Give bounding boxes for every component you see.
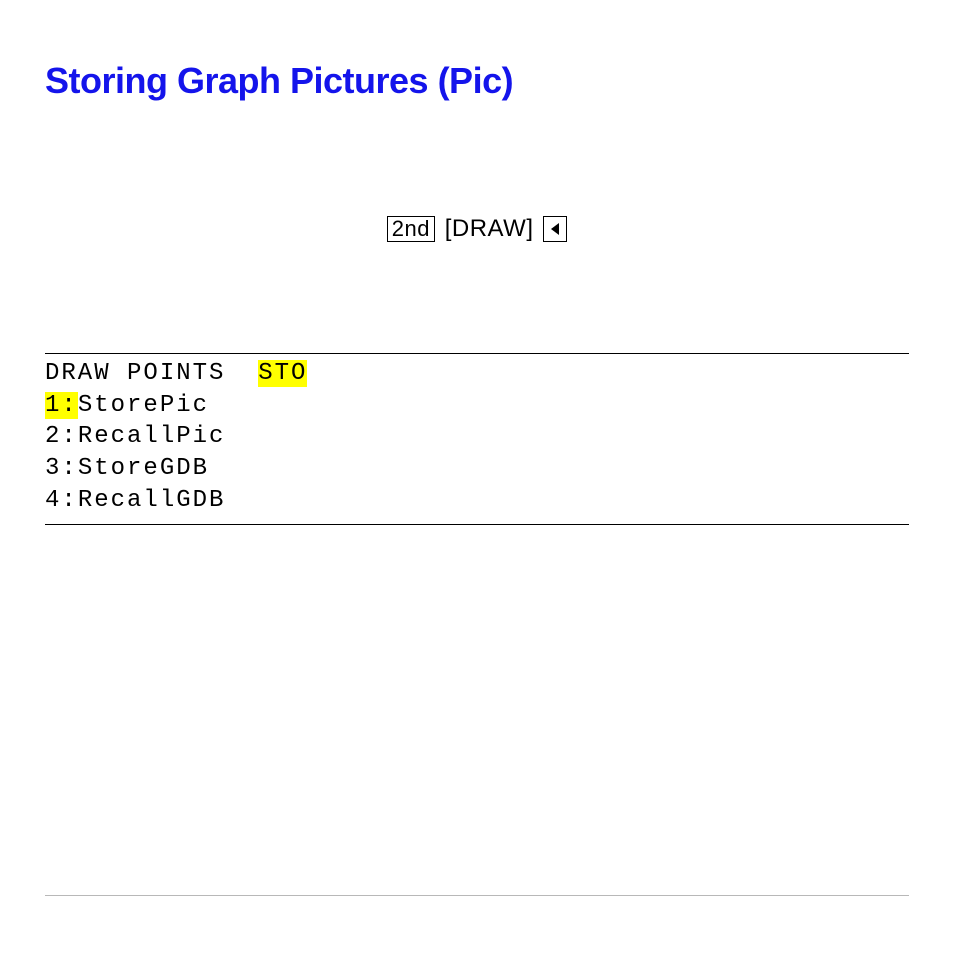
page-title: Storing Graph Pictures (Pic) [45, 60, 909, 102]
calculator-menu: DRAW POINTS STO 1:StorePic 2:RecallPic 3… [45, 353, 909, 525]
menu-item-number: 4: [45, 487, 78, 514]
menu-item-number: 1: [45, 392, 78, 419]
left-arrow-key-icon [543, 216, 567, 242]
menu-tab-points: POINTS [127, 360, 225, 387]
keypress-sequence: 2nd [DRAW] [45, 212, 909, 243]
menu-item: 1:StorePic [45, 390, 909, 422]
menu-item-label: RecallPic [78, 423, 226, 450]
menu-item: 2:RecallPic [45, 421, 909, 453]
menu-item-label: RecallGDB [78, 487, 226, 514]
menu-tab-sto: STO [258, 360, 307, 387]
footer-divider [45, 895, 909, 896]
menu-tab-row: DRAW POINTS STO [45, 358, 909, 390]
menu-tab-draw: DRAW [45, 360, 111, 387]
key-draw-label: [DRAW] [443, 215, 536, 243]
menu-item-label: StoreGDB [78, 455, 209, 482]
menu-item-number: 3: [45, 455, 78, 482]
key-2nd: 2nd [387, 216, 435, 242]
menu-item-label: StorePic [78, 392, 209, 419]
menu-item: 3:StoreGDB [45, 453, 909, 485]
menu-item-number: 2: [45, 423, 78, 450]
menu-item: 4:RecallGDB [45, 485, 909, 517]
